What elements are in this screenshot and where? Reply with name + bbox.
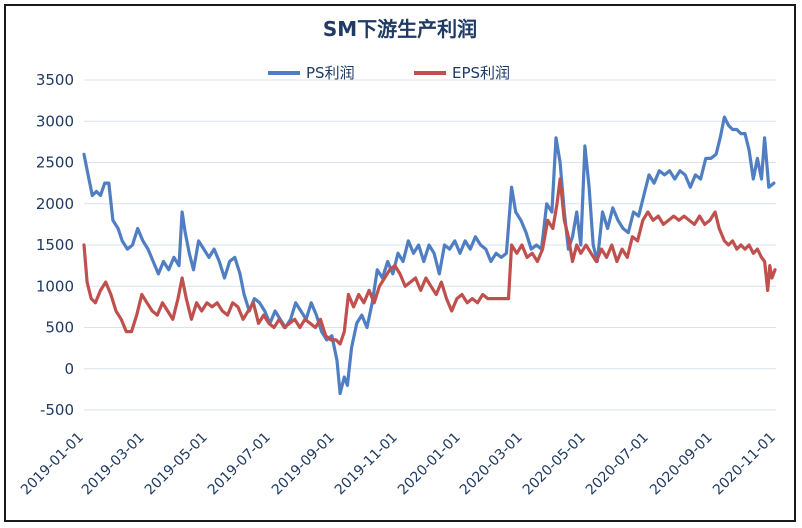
y-tick-label: 2500 [36, 154, 74, 172]
y-tick-label: 0 [64, 360, 74, 378]
y-axis-ticks: 3500 3000 2500 2000 1500 1000 500 0 -500 [36, 71, 74, 419]
chart-canvas: SM下游生产利润 PS利润 EPS利润 3500 3000 2500 2000 1500 1… [18, 17, 779, 499]
x-tick-label: 2019-03-01 [79, 430, 148, 499]
y-tick-label: 2000 [36, 195, 74, 213]
x-tick-label: 2020-09-01 [647, 430, 716, 499]
x-axis-ticks: 2019-01-012019-03-012019-05-012019-07-01… [18, 430, 779, 499]
x-tick-label: 2019-01-01 [18, 430, 87, 499]
y-tick-label: 3000 [36, 112, 74, 130]
legend-label-2: EPS利润 [452, 64, 510, 82]
x-tick-label: 2020-03-01 [457, 430, 526, 499]
series-line-1 [82, 115, 776, 396]
x-tick-label: 2019-07-01 [205, 430, 274, 499]
x-tick-label: 2020-07-01 [583, 430, 652, 499]
chart-title: SM下游生产利润 [323, 17, 477, 41]
chart-frame: SM下游生产利润 PS利润 EPS利润 3500 3000 2500 2000 1500 1… [4, 4, 796, 522]
y-tick-label: -500 [40, 401, 74, 419]
x-tick-label: 2019-09-01 [269, 430, 338, 499]
legend-label-1: PS利润 [306, 64, 355, 82]
y-tick-label: 500 [45, 319, 74, 337]
x-tick-label: 2020-05-01 [520, 430, 589, 499]
y-tick-label: 1500 [36, 236, 74, 254]
x-tick-label: 2020-11-01 [710, 430, 779, 499]
chart-legend: PS利润 EPS利润 [268, 64, 510, 82]
x-tick-label: 2020-01-01 [395, 430, 464, 499]
x-tick-label: 2019-11-01 [332, 430, 401, 499]
y-tick-label: 3500 [36, 71, 74, 89]
series-lines [82, 115, 777, 396]
y-tick-label: 1000 [36, 277, 74, 295]
series-line-2 [82, 177, 777, 346]
x-tick-label: 2019-05-01 [142, 430, 211, 499]
